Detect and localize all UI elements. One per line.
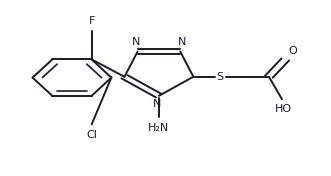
- Text: F: F: [88, 16, 95, 26]
- Text: Cl: Cl: [86, 130, 97, 140]
- Text: O: O: [289, 46, 297, 56]
- Text: N: N: [153, 99, 162, 109]
- Text: N: N: [132, 37, 140, 47]
- Text: S: S: [216, 72, 223, 82]
- Text: N: N: [178, 37, 186, 47]
- Text: HO: HO: [275, 104, 292, 114]
- Text: H₂N: H₂N: [148, 123, 169, 133]
